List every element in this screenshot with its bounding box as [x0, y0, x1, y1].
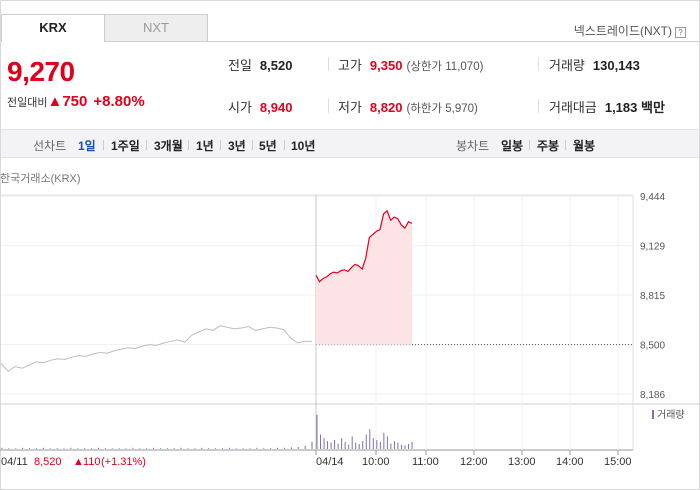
volume-legend-label: 거래량: [657, 409, 685, 421]
open-value: 8,940: [259, 100, 293, 115]
nxt-info-link[interactable]: 넥스트레이드(NXT)?: [574, 22, 686, 39]
divider: [220, 140, 221, 150]
change-value: 750: [62, 93, 88, 110]
y-tick-label: 8,815: [640, 291, 665, 302]
volume-legend-swatch: [652, 410, 654, 419]
price-chart: 9,444 9,129 8,815 8,500 8,186 거래량 04/11 04/14 10…: [0, 192, 700, 468]
series-area-today: [316, 210, 412, 345]
candle-chart-label: 봉차트: [456, 139, 490, 153]
prev-value: 8,520: [259, 58, 293, 73]
lower-limit-value: 5,970: [445, 103, 475, 115]
open-label: 시가: [228, 100, 252, 115]
quote-amount: 거래대금 1,183 백만: [549, 97, 665, 116]
y-tick-label: 9,129: [640, 242, 665, 253]
x-tick-label: 15:00: [604, 456, 632, 468]
low-label: 저가: [338, 100, 362, 115]
x-tick-label: 04/14: [316, 456, 344, 468]
period-5y[interactable]: 5년: [259, 139, 277, 153]
upper-limit-label: 상한가: [410, 61, 443, 73]
price-change: 전일대비▲750 +8.80%: [7, 93, 145, 110]
change-percent: +8.80%: [93, 93, 145, 110]
prev-day-close: 8,520: [34, 456, 62, 468]
y-tick-label: 8,186: [640, 390, 665, 401]
divider: [284, 140, 285, 150]
tab-nxt[interactable]: NXT: [104, 14, 208, 42]
period-1w[interactable]: 1주일: [111, 139, 140, 153]
tab-divider: [208, 41, 699, 42]
x-tick-label: 14:00: [556, 456, 584, 468]
quote-prev: 전일 8,520: [228, 55, 292, 74]
volume-label: 거래량: [549, 58, 585, 73]
high-label: 고가: [338, 58, 362, 73]
tab-krx[interactable]: KRX: [1, 14, 105, 42]
y-tick-label: 8,500: [640, 341, 665, 352]
divider: [538, 99, 539, 113]
divider: [103, 140, 104, 150]
quote-low: 저가 8,820 (하한가 5,970): [338, 100, 478, 115]
low-value: 8,820: [369, 100, 403, 115]
high-value: 9,350: [369, 58, 403, 73]
prev-label: 전일: [228, 58, 252, 73]
line-chart-label: 선차트: [33, 139, 67, 153]
period-1y[interactable]: 1년: [196, 139, 214, 153]
period-toolbar: 선차트 1일 1주일 3개월 1년 3년 5년 10년 봉차트 일봉 주봉 월봉: [1, 129, 699, 158]
exchange-label: 한국거래소(KRX): [0, 173, 81, 185]
x-tick-label: 10:00: [362, 456, 390, 468]
prev-day-arrow: ▲: [73, 456, 84, 468]
help-icon[interactable]: ?: [675, 27, 686, 38]
prev-day-change: 110: [83, 456, 101, 468]
divider: [529, 140, 530, 150]
amount-label: 거래대금: [549, 100, 597, 115]
divider: [252, 140, 253, 150]
candle-weekly[interactable]: 주봉: [537, 139, 560, 153]
current-price: 9,270: [7, 56, 75, 87]
amount-unit: 백만: [641, 100, 665, 115]
nxt-link-label: 넥스트레이드(NXT): [573, 24, 672, 38]
divider: [188, 140, 189, 150]
quote-volume: 거래량 130,143: [549, 55, 640, 74]
candle-daily[interactable]: 일봉: [501, 139, 524, 153]
series-line-today: [315, 209, 413, 283]
volume-value: 130,143: [592, 58, 640, 73]
quote-high: 고가 9,350 (상한가 11,070): [338, 58, 484, 73]
divider: [328, 99, 329, 113]
divider: [538, 57, 539, 71]
series-line-prev-day: [0, 325, 312, 372]
upper-limit-value: 11,070: [445, 61, 480, 73]
x-tick-label: 12:00: [460, 456, 488, 468]
up-arrow-icon: ▲: [47, 93, 63, 110]
change-label: 전일대비: [7, 97, 48, 109]
divider: [565, 140, 566, 150]
period-1d[interactable]: 1일: [78, 139, 96, 153]
quote-open: 시가 8,940: [228, 97, 292, 116]
amount-value: 1,183: [604, 100, 638, 115]
period-3y[interactable]: 3년: [228, 139, 246, 153]
period-10y[interactable]: 10년: [291, 139, 316, 153]
x-tick-label: 11:00: [412, 456, 439, 468]
x-tick-label: 04/11: [1, 456, 28, 468]
candle-monthly[interactable]: 월봉: [573, 139, 596, 153]
x-tick-label: 13:00: [508, 456, 536, 468]
divider: [328, 57, 329, 71]
lower-limit-label: 하한가: [410, 103, 443, 115]
prev-day-pct: (+1.31%): [101, 456, 146, 468]
period-3m[interactable]: 3개월: [154, 139, 183, 153]
divider: [146, 140, 147, 150]
y-tick-label: 9,444: [640, 192, 665, 203]
